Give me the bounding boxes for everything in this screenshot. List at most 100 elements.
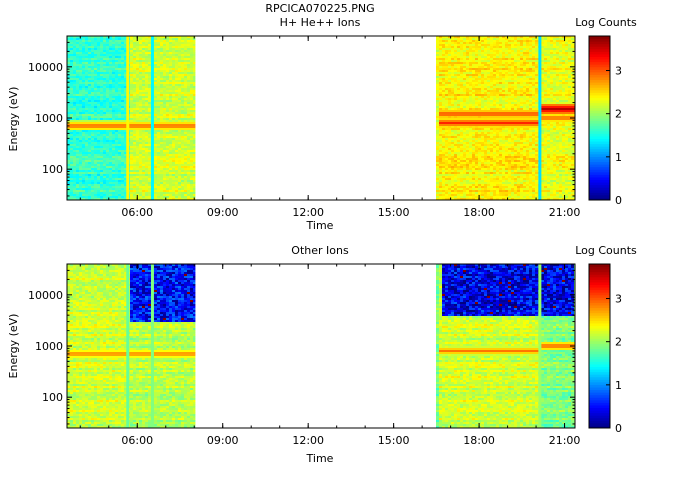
x-axis-label: Time <box>306 452 334 465</box>
colorbar-segment <box>589 176 610 180</box>
colorbar-segment <box>589 105 610 109</box>
colorbar-segment <box>589 356 610 360</box>
colorbar-segment <box>589 363 610 367</box>
colorbar-label: Log Counts <box>575 244 637 257</box>
colorbar-segment <box>589 404 610 408</box>
colorbar-segment <box>589 420 610 424</box>
colorbar-segment <box>589 194 610 198</box>
colorbar-segment <box>589 102 610 106</box>
colorbar-segment <box>589 115 610 119</box>
colorbar-segment <box>589 82 610 86</box>
colorbar-segment <box>589 297 610 301</box>
colorbar-segment <box>589 141 610 145</box>
colorbar-segment <box>589 171 610 175</box>
colorbar-segment <box>589 328 610 332</box>
colorbar-segment <box>589 399 610 403</box>
colorbar-segment <box>589 346 610 350</box>
colorbar-segment <box>589 159 610 163</box>
x-tick-label: 06:00 <box>121 434 153 447</box>
colorbar-segment <box>589 174 610 178</box>
colorbar-tick-label: 1 <box>615 379 622 392</box>
colorbar-segment <box>589 371 610 375</box>
colorbar-tick-label: 0 <box>615 194 622 207</box>
colorbar-segment <box>589 107 610 111</box>
colorbar-segment <box>589 281 610 285</box>
colorbar-segment <box>589 366 610 370</box>
colorbar-segment <box>589 343 610 347</box>
x-tick-label: 06:00 <box>121 206 153 219</box>
x-tick-label: 12:00 <box>292 206 324 219</box>
panel-title: Other Ions <box>291 244 349 257</box>
vertical-streak <box>150 264 154 428</box>
colorbar-segment <box>589 128 610 132</box>
colorbar-segment <box>589 69 610 73</box>
colorbar-segment <box>589 384 610 388</box>
colorbar-segment <box>589 266 610 270</box>
colorbar-segment <box>589 299 610 303</box>
colorbar-segment <box>589 123 610 127</box>
x-tick-label: 09:00 <box>207 434 239 447</box>
colorbar-segment <box>589 415 610 419</box>
colorbar-segment <box>589 166 610 170</box>
colorbar-segment <box>589 269 610 273</box>
colorbar-segment <box>589 353 610 357</box>
colorbar-segment <box>589 330 610 334</box>
colorbar-frame <box>588 263 611 429</box>
colorbar-segment <box>589 143 610 147</box>
colorbar-segment <box>589 138 610 142</box>
colorbar: 0 1 2 3 <box>588 35 622 207</box>
colorbar-segment <box>589 38 610 42</box>
spectrogram-panel-other: Other Ions 06:00 09:00 12:00 15:00 18:00 21:0… <box>7 244 637 465</box>
colorbar-segment <box>589 61 610 65</box>
colorbar-segment <box>589 118 610 122</box>
colorbar-tick-label: 0 <box>615 422 622 435</box>
colorbar-segment <box>589 135 610 139</box>
colorbar-segment <box>589 412 610 416</box>
colorbar-segment <box>589 133 610 137</box>
colorbar-tick-label: 2 <box>615 108 622 121</box>
colorbar-segment <box>589 376 610 380</box>
colorbar-segment <box>589 100 610 104</box>
x-tick-label: 21:00 <box>549 206 581 219</box>
vertical-streak <box>538 36 542 200</box>
colorbar-segment <box>589 322 610 326</box>
colorbar-segment <box>589 348 610 352</box>
colorbar-segment <box>589 387 610 391</box>
x-tick-label: 21:00 <box>549 434 581 447</box>
colorbar-segment <box>589 410 610 414</box>
colorbar-tick-label: 1 <box>615 151 622 164</box>
colorbar-segment <box>589 130 610 134</box>
colorbar-segment <box>589 292 610 296</box>
colorbar-segment <box>589 340 610 344</box>
colorbar-segment <box>589 407 610 411</box>
colorbar-segment <box>589 289 610 293</box>
colorbar-segment <box>589 422 610 426</box>
colorbar-segment <box>589 112 610 116</box>
colorbar-segment <box>589 379 610 383</box>
vertical-streak <box>150 36 154 200</box>
heatmap-cells <box>67 36 576 201</box>
colorbar-segment <box>589 164 610 168</box>
colorbar-tick-label: 3 <box>615 65 622 78</box>
colorbar-segment <box>589 425 610 429</box>
colorbar-segment <box>589 392 610 396</box>
spectrogram-panel-hplus: H+ He++ Ions 06:00 09:00 12:00 15:00 18:00 21… <box>7 16 637 232</box>
colorbar: 0 1 2 3 <box>588 263 622 435</box>
colorbar-segment <box>589 189 610 193</box>
colorbar-segment <box>589 302 610 306</box>
y-axis-label: Energy (eV) <box>7 314 20 379</box>
y-tick-label: 10000 <box>28 289 63 302</box>
figure-title: RPCICA070225.PNG <box>265 2 374 15</box>
x-tick-label: 15:00 <box>378 434 410 447</box>
colorbar-segment <box>589 125 610 129</box>
spectrogram-plot-area: 06:00 09:00 12:00 15:00 18:00 21:00 100 1000 100… <box>28 35 581 219</box>
colorbar-segment <box>589 43 610 47</box>
colorbar-segment <box>589 110 610 114</box>
colorbar-segment <box>589 335 610 339</box>
colorbar-segment <box>589 120 610 124</box>
colorbar-segment <box>589 148 610 152</box>
colorbar-segment <box>589 36 610 40</box>
colorbar-segment <box>589 169 610 173</box>
y-tick-label: 100 <box>42 391 63 404</box>
